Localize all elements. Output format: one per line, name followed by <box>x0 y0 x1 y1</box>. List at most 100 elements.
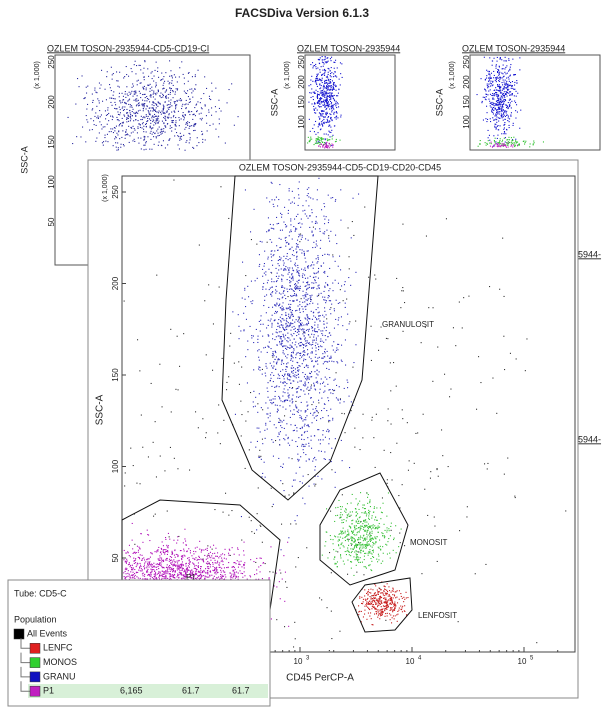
event-dot <box>322 439 324 441</box>
event-dot <box>189 114 191 116</box>
event-dot <box>327 361 329 363</box>
event-dot <box>282 333 284 335</box>
event-dot <box>283 221 285 223</box>
event-dot <box>318 137 320 139</box>
event-dot <box>264 372 266 374</box>
event-dot <box>302 333 304 335</box>
event-dot <box>483 56 485 58</box>
event-dot <box>256 277 258 279</box>
event-dot <box>299 316 301 318</box>
event-dot <box>292 277 294 279</box>
event-dot <box>75 103 77 105</box>
event-dot <box>491 64 493 66</box>
event-dot <box>323 262 325 264</box>
event-dot <box>193 125 195 127</box>
event-dot <box>285 258 287 260</box>
event-dot <box>325 300 327 302</box>
event-dot <box>288 242 290 244</box>
event-dot <box>266 351 268 353</box>
event-dot <box>271 295 273 297</box>
event-dot <box>110 128 112 130</box>
event-dot <box>327 336 329 338</box>
event-dot <box>318 79 320 81</box>
event-dot <box>162 112 164 114</box>
event-dot <box>288 315 290 317</box>
event-dot <box>329 58 331 60</box>
event-dot <box>285 399 287 401</box>
event-dot <box>507 86 509 88</box>
event-dot <box>498 146 500 148</box>
event-dot <box>218 118 220 120</box>
event-dot <box>491 85 493 87</box>
event-dot <box>294 344 296 346</box>
event-dot <box>495 93 497 95</box>
event-dot <box>276 302 278 304</box>
event-dot <box>289 231 291 233</box>
event-dot <box>152 93 154 95</box>
event-dot <box>141 558 143 560</box>
event-dot <box>275 386 277 388</box>
event-dot <box>97 115 99 117</box>
event-dot <box>318 349 320 351</box>
event-dot <box>326 95 328 97</box>
event-dot <box>333 111 335 113</box>
event-dot <box>326 114 328 116</box>
event-dot <box>296 515 298 517</box>
event-dot <box>314 330 316 332</box>
event-dot <box>209 546 211 548</box>
event-dot <box>167 93 169 95</box>
event-dot <box>261 541 263 543</box>
event-dot <box>193 575 195 577</box>
event-dot <box>207 545 209 547</box>
event-dot <box>220 569 222 571</box>
event-dot <box>134 573 136 575</box>
event-dot <box>421 573 423 575</box>
event-dot <box>515 95 517 97</box>
event-dot <box>503 335 505 337</box>
event-dot <box>296 406 298 408</box>
event-dot <box>154 121 156 123</box>
event-dot <box>171 111 173 113</box>
event-dot <box>271 278 273 280</box>
event-dot <box>335 59 337 61</box>
event-dot <box>506 87 508 89</box>
event-dot <box>498 72 500 74</box>
event-dot <box>516 80 518 82</box>
event-dot <box>504 131 506 133</box>
event-dot <box>331 360 333 362</box>
event-dot <box>168 113 170 115</box>
event-dot <box>131 127 133 129</box>
event-dot <box>262 409 264 411</box>
event-dot <box>330 392 332 394</box>
event-dot <box>326 607 328 609</box>
event-dot <box>243 550 245 552</box>
event-dot <box>207 554 209 556</box>
event-dot <box>479 143 481 145</box>
event-dot <box>275 368 277 370</box>
event-dot <box>241 414 243 416</box>
event-dot <box>285 334 287 336</box>
event-dot <box>320 265 322 267</box>
event-dot <box>525 140 527 142</box>
event-dot <box>107 109 109 111</box>
event-dot <box>300 233 302 235</box>
event-dot <box>326 147 328 149</box>
event-dot <box>184 570 186 572</box>
event-dot <box>486 69 488 71</box>
event-dot <box>139 124 141 126</box>
event-dot <box>503 145 505 147</box>
event-dot <box>284 392 286 394</box>
event-dot <box>310 397 312 399</box>
event-dot <box>154 551 156 553</box>
event-dot <box>502 143 504 145</box>
event-dot <box>250 231 252 233</box>
event-dot <box>335 103 337 105</box>
event-dot <box>264 429 266 431</box>
event-dot <box>381 497 383 499</box>
event-dot <box>86 108 88 110</box>
event-dot <box>487 87 489 89</box>
event-dot <box>264 563 266 565</box>
event-dot <box>199 571 201 573</box>
y-tick-label: 250 <box>462 55 471 69</box>
event-dot <box>319 320 321 322</box>
